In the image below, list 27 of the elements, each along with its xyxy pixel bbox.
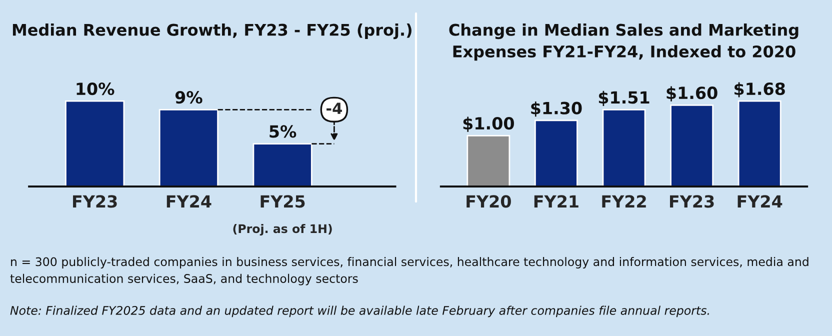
data-label: 5% (270, 125, 296, 138)
x-tick-label: FY23 (73, 195, 117, 208)
x-tick-label: FY25 (260, 195, 305, 208)
annotation: -4 (326, 102, 342, 114)
chart-title: Median Revenue Growth, FY23 - FY25 (proj.) (12, 24, 412, 40)
data-label: $1.60 (666, 86, 718, 102)
data-label: 9% (175, 91, 202, 104)
data-label: $1.30 (531, 102, 582, 117)
text: n = 300 publicly-traded companies in business services, financial services, healthcare technology and information services, media and telecommunication services, SaaS, and technology sectors (10, 257, 808, 286)
chart-title: Change in Median Sales and Marketing Expenses FY21-FY24, Indexed to 2020 (449, 24, 798, 61)
data-label: 10% (76, 82, 114, 96)
data-label: $1.51 (598, 90, 650, 106)
data-label: $1.00 (463, 116, 514, 132)
bar (534, 120, 578, 186)
bar (738, 100, 782, 186)
bar (670, 104, 714, 186)
x-tick-label: FY21 (534, 195, 578, 208)
x-tick-label: FY24 (738, 195, 782, 208)
data-label: $1.68 (734, 82, 785, 98)
x-tick-label: FY20 (466, 195, 511, 208)
text: Note: Finalized FY2025 data and an updated report will be available late February after companies file annual reports. (10, 306, 709, 318)
x-tick-label: FY22 (602, 195, 646, 208)
bar (466, 134, 510, 186)
x-tick-label: FY23 (670, 195, 714, 208)
text: (Proj. as of 1H) (233, 224, 332, 236)
x-tick-label: FY24 (166, 195, 212, 208)
bar (602, 109, 646, 186)
